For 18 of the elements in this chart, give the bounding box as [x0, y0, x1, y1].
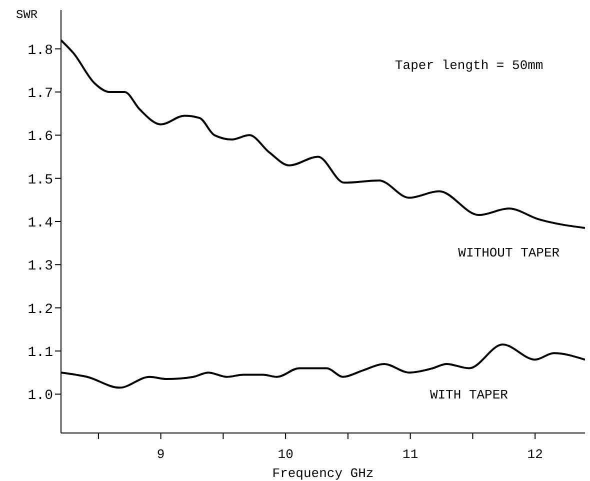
annotation: Taper length = 50mm — [395, 58, 544, 73]
y-axis-title: SWR — [16, 8, 38, 22]
y-tick-label: 1.2 — [28, 302, 53, 318]
y-tick-label: 1.8 — [28, 42, 53, 59]
x-tick-label: 9 — [156, 447, 165, 462]
y-tick-label: 1.1 — [28, 344, 53, 361]
x-axis-title: Frequency GHz — [272, 466, 374, 481]
x-tick-label: 11 — [402, 447, 418, 462]
y-tick-label: 1.6 — [28, 129, 53, 146]
x-tick-label: 12 — [527, 447, 543, 462]
y-tick-label: 1.4 — [28, 215, 53, 232]
y-tick-label: 1.0 — [28, 388, 53, 404]
y-tick-label: 1.7 — [28, 86, 53, 102]
x-tick-label: 10 — [278, 447, 294, 462]
y-tick-label: 1.3 — [28, 258, 53, 275]
series-label: WITHOUT TAPER — [458, 246, 560, 261]
series-label: WITH TAPER — [430, 387, 508, 402]
y-tick-label: 1.5 — [28, 172, 53, 188]
